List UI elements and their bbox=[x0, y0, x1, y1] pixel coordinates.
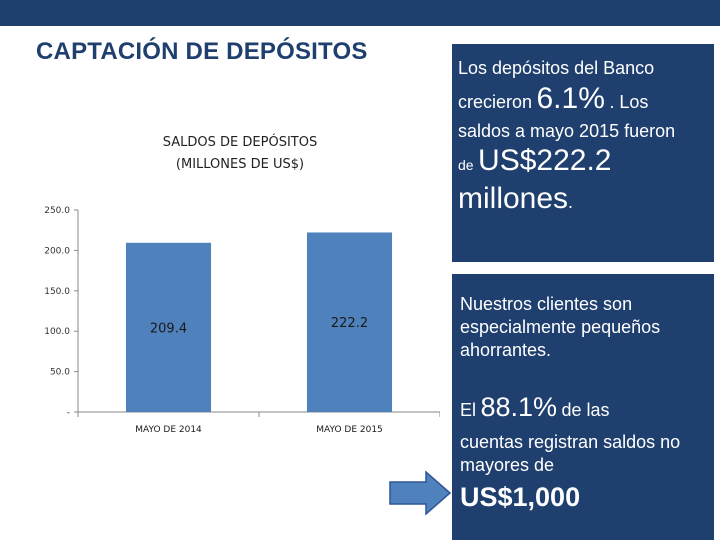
bar bbox=[125, 242, 212, 412]
bar-value-label: 222.2 bbox=[331, 316, 368, 331]
growth-text-line3: saldos a mayo 2015 fueron bbox=[458, 121, 676, 141]
savers-text-el: El bbox=[460, 400, 477, 420]
right-arrow-icon bbox=[389, 470, 452, 516]
chart-title: SALDOS DE DEPÓSITOS (MILLONES DE US$) bbox=[110, 132, 370, 176]
growth-text-de: de bbox=[458, 157, 474, 173]
top-bar bbox=[0, 0, 720, 26]
growth-text-line4: de US$222.2 bbox=[458, 144, 611, 178]
balance-unit: millones bbox=[458, 182, 569, 215]
growth-text-period: . bbox=[568, 192, 574, 212]
bar-value-label: 209.4 bbox=[150, 321, 187, 336]
growth-text-los: . Los bbox=[609, 92, 649, 112]
growth-text-line1: Los depósitos del Banco bbox=[458, 58, 655, 78]
savers-text-line6: mayores de bbox=[460, 455, 555, 475]
chart-title-line2: (MILLONES DE US$) bbox=[175, 157, 305, 172]
savers-text-line3: ahorrantes. bbox=[460, 340, 552, 360]
y-tick-label: 250.0 bbox=[44, 206, 70, 216]
y-tick-label: 200.0 bbox=[44, 246, 70, 256]
bar bbox=[306, 232, 393, 412]
growth-percent: 6.1% bbox=[536, 82, 605, 115]
y-tick-label: 150.0 bbox=[44, 287, 70, 297]
savers-text-line4: El 88.1% de las bbox=[460, 392, 610, 423]
savers-text-line1: Nuestros clientes son bbox=[460, 294, 633, 314]
x-category-label: MAYO DE 2014 bbox=[135, 425, 202, 435]
growth-text-crecieron: crecieron bbox=[458, 92, 533, 112]
x-category-label: MAYO DE 2015 bbox=[316, 425, 383, 435]
deposits-bar-chart: - 50.0 100.0 150.0 200.0 250.0 209.4 MAYO DE 20… bbox=[44, 206, 440, 435]
y-tick-label: - bbox=[67, 408, 70, 418]
growth-text-line2: crecieron 6.1% . Los bbox=[458, 82, 648, 116]
growth-text-line5: millones. bbox=[458, 182, 573, 216]
small-savers-panel: Nuestros clientes son especialmente pequ… bbox=[452, 274, 714, 540]
y-tick-label: 50.0 bbox=[50, 368, 70, 378]
threshold-amount: US$1,000 bbox=[460, 482, 581, 512]
accounts-percent: 88.1% bbox=[480, 392, 558, 422]
savers-text-line5: cuentas registran saldos no bbox=[460, 432, 681, 452]
savers-text-line2: especialmente pequeños bbox=[460, 317, 661, 337]
savers-text-delas: de las bbox=[561, 400, 610, 420]
slide-title: CAPTACIÓN DE DEPÓSITOS bbox=[36, 38, 368, 65]
balance-amount: US$222.2 bbox=[478, 144, 612, 177]
y-tick-label: 100.0 bbox=[44, 327, 70, 337]
deposits-growth-panel: Los depósitos del Banco crecieron 6.1% .… bbox=[452, 44, 714, 262]
chart-title-line1: SALDOS DE DEPÓSITOS bbox=[162, 135, 318, 150]
